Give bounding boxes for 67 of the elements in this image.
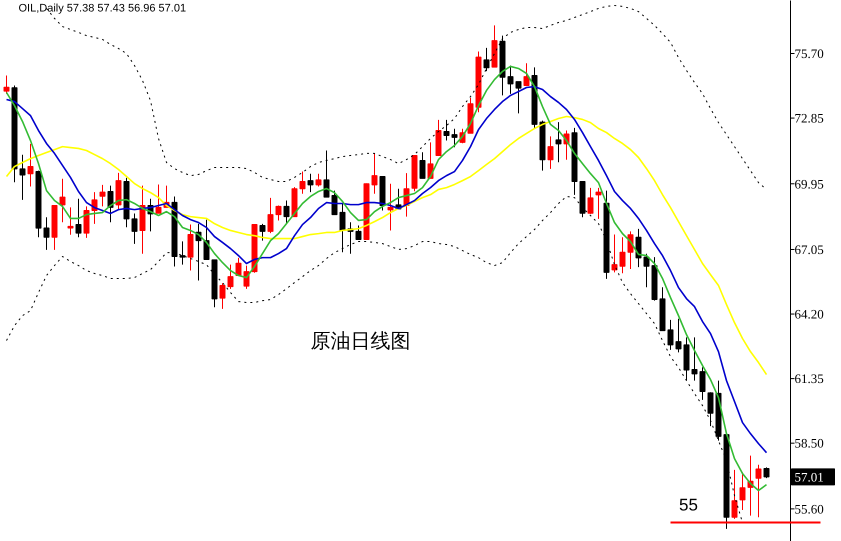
candlestick — [28, 143, 34, 187]
candlestick — [700, 366, 706, 400]
candlestick — [516, 81, 522, 114]
y-tick-label: 58.50 — [794, 436, 824, 451]
candlestick — [596, 187, 602, 220]
candlestick — [692, 336, 698, 382]
candlestick — [204, 219, 210, 260]
candlestick — [708, 392, 714, 427]
chart-title: OIL,Daily 57.38 57.43 56.96 57.01 — [18, 2, 186, 14]
candlestick — [620, 236, 626, 274]
candlestick — [388, 183, 394, 231]
candlestick — [20, 154, 26, 200]
candlestick — [556, 122, 562, 163]
candlestick — [676, 318, 682, 353]
candlestick — [484, 47, 490, 72]
candlestick — [84, 206, 90, 238]
candlestick — [644, 253, 650, 288]
candlestick — [308, 173, 314, 193]
candlestick — [180, 240, 186, 266]
candlestick — [732, 469, 738, 520]
candlestick — [4, 74, 10, 94]
candlestick — [340, 203, 346, 253]
y-tick-label: 75.70 — [794, 46, 824, 62]
candlestick — [268, 197, 274, 234]
candlestick — [316, 173, 322, 187]
candlestick — [524, 62, 530, 86]
candlestick — [220, 282, 226, 310]
candlestick — [332, 190, 338, 216]
annotation: 原油日线图 — [310, 328, 410, 352]
candlestick — [636, 228, 642, 268]
y-tick-label: 61.35 — [794, 371, 824, 386]
candlestick — [44, 216, 50, 250]
candlestick — [668, 319, 674, 350]
candlestick — [100, 184, 106, 207]
candlestick — [68, 206, 74, 236]
candlestick — [276, 205, 282, 221]
candlestick — [452, 128, 458, 148]
candlestick — [372, 152, 378, 194]
candlestick — [420, 152, 426, 179]
y-tick-label: 67.05 — [794, 242, 824, 257]
candlestick — [236, 257, 242, 276]
candlestick — [508, 65, 514, 94]
candlestick — [108, 185, 114, 223]
candlestick — [284, 200, 290, 224]
line-series — [6, 116, 768, 376]
candlestick — [156, 184, 162, 214]
y-tick-label: 72.85 — [794, 110, 824, 126]
ref-line-label: 55 — [679, 495, 698, 514]
candlestick — [356, 224, 362, 240]
candlestick — [756, 464, 762, 518]
candlestick — [740, 472, 746, 511]
y-tick-label: 64.20 — [794, 306, 824, 322]
candlestick — [444, 119, 450, 142]
candlestick — [588, 187, 594, 214]
candlestick — [60, 178, 66, 223]
candlestick — [188, 224, 194, 272]
y-tick-label: 55.60 — [794, 501, 824, 516]
candlestick — [764, 466, 770, 479]
candlestick — [260, 223, 266, 242]
candlestick — [548, 136, 554, 170]
candlestick — [76, 198, 82, 238]
candlestick — [300, 171, 306, 194]
candlestick — [132, 212, 138, 244]
candlestick — [228, 264, 234, 290]
candlestick — [612, 234, 618, 273]
y-tick-label: 69.95 — [794, 176, 824, 192]
text: 57.01 — [794, 469, 824, 484]
